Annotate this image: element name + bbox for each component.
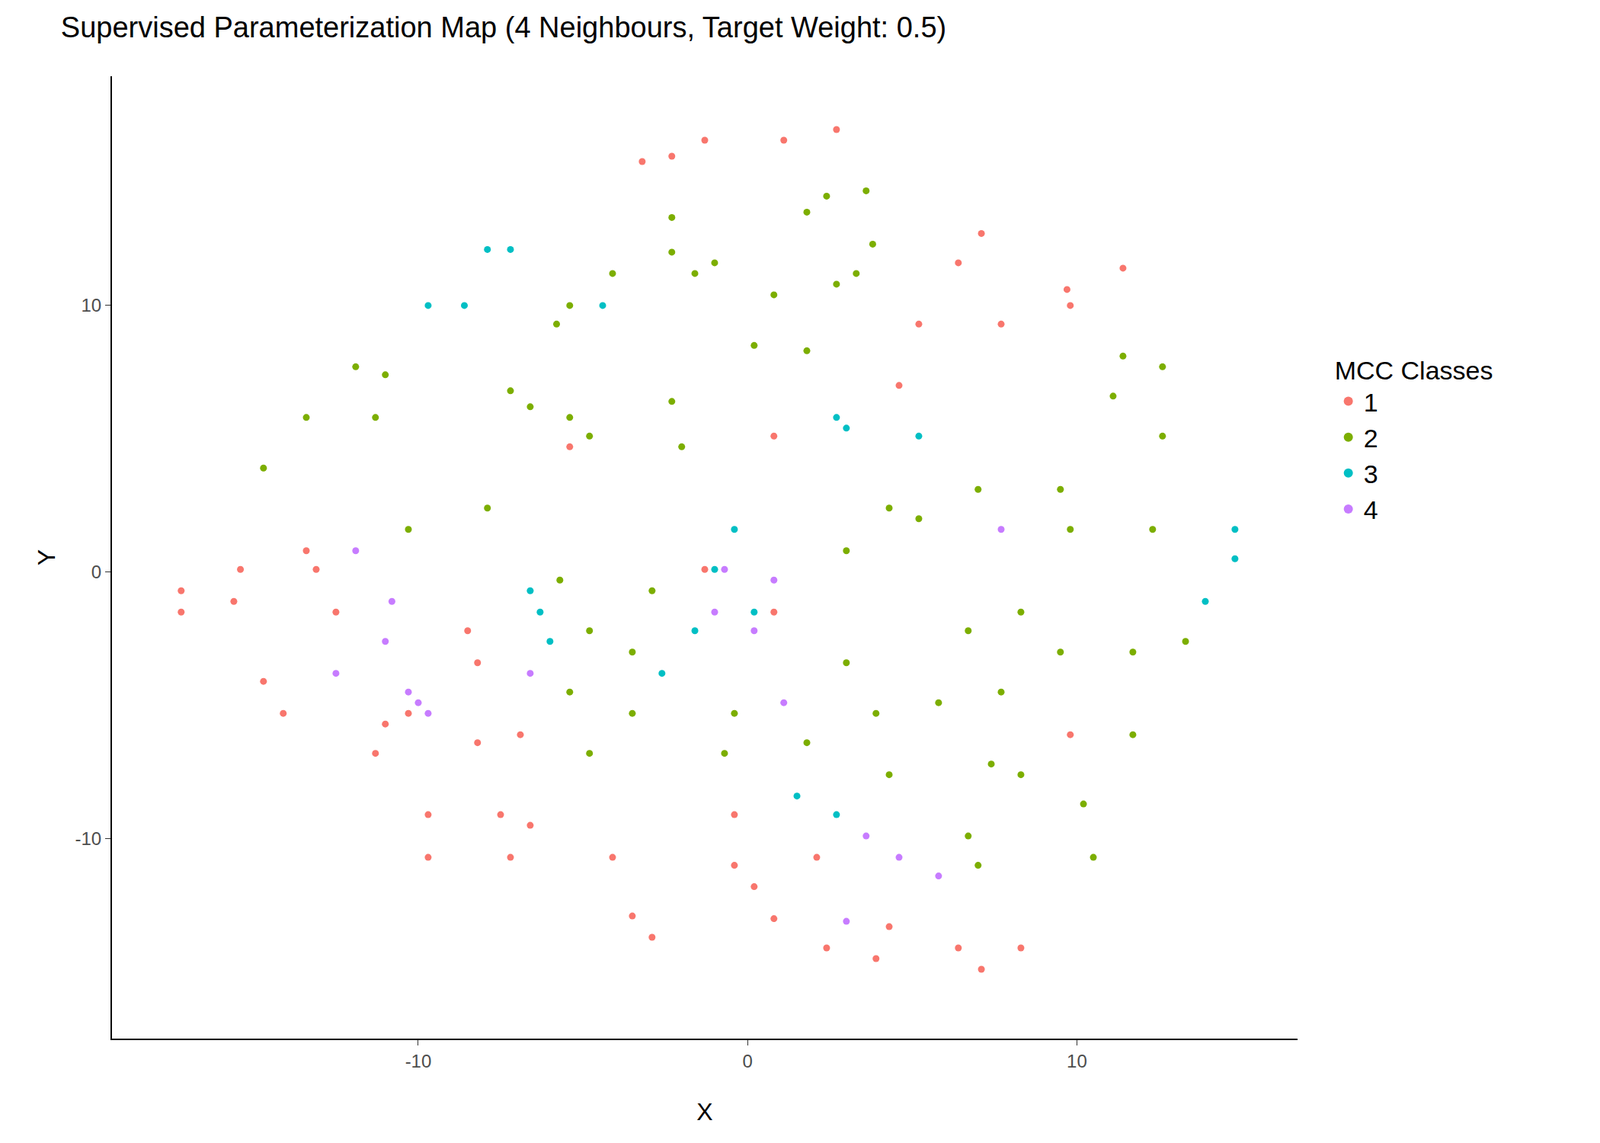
svg-text:Y: Y [32, 549, 61, 566]
svg-text:1: 1 [1363, 387, 1379, 417]
svg-text:0: 0 [91, 561, 102, 583]
svg-text:MCC Classes: MCC Classes [1334, 355, 1494, 385]
svg-text:-10: -10 [405, 1050, 432, 1072]
svg-text:X: X [696, 1097, 713, 1126]
svg-text:10: 10 [1066, 1050, 1088, 1072]
svg-text:0: 0 [742, 1050, 753, 1072]
svg-text:Supervised Parameterization Ma: Supervised Parameterization Map (4 Neigh… [60, 11, 947, 44]
svg-text:2: 2 [1363, 423, 1379, 453]
svg-text:-10: -10 [75, 828, 103, 849]
svg-text:10: 10 [80, 294, 102, 316]
svg-text:4: 4 [1363, 495, 1379, 525]
svg-text:3: 3 [1363, 459, 1379, 489]
